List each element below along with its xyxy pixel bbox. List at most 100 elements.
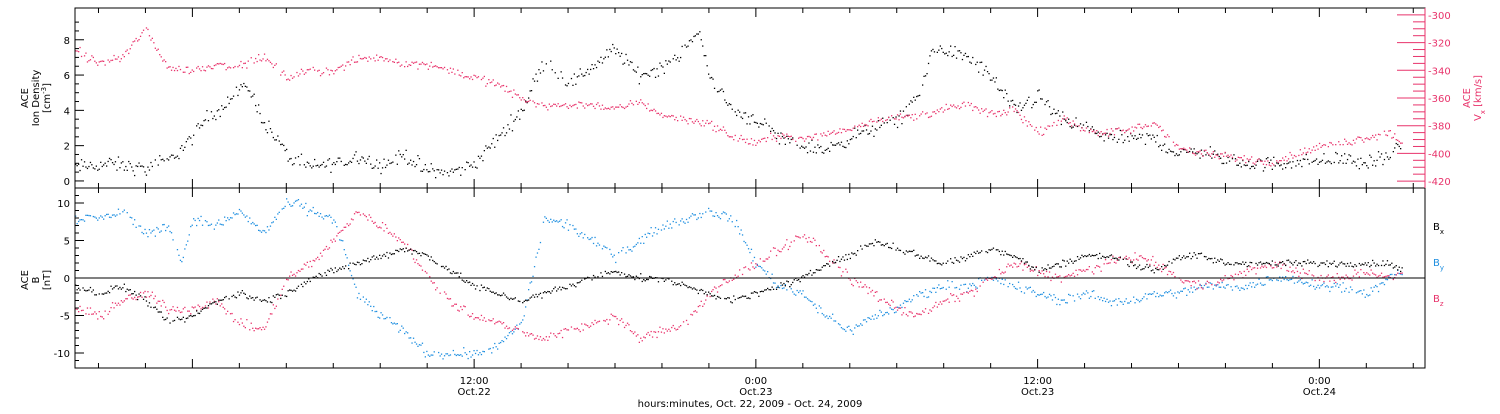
ion-density-point (868, 132, 871, 135)
by-point (1348, 291, 1350, 293)
bz-point (402, 241, 404, 243)
ion-density-point (1308, 163, 1310, 165)
vx-point (711, 120, 713, 123)
ion-density-point (286, 148, 288, 151)
vx-point (134, 40, 136, 42)
bz-point (814, 239, 816, 241)
ion-density-point (833, 144, 835, 146)
vx-point (176, 69, 179, 72)
bx-point (672, 284, 674, 286)
bx-point (256, 296, 258, 298)
bx-point (719, 297, 722, 299)
by-point (834, 320, 837, 322)
bx-point (95, 294, 97, 296)
bz-point (904, 307, 906, 309)
bx-point (1189, 252, 1191, 254)
ion-density-point (812, 151, 815, 153)
by-point (182, 256, 184, 259)
bz-point (944, 300, 946, 302)
bz-point (706, 295, 708, 297)
bx-point (216, 303, 218, 305)
bx-point (811, 274, 813, 276)
by-point (381, 314, 384, 316)
vx-point (927, 116, 930, 119)
by-point (795, 294, 797, 296)
bx-point (106, 292, 108, 294)
by-point (1211, 283, 1213, 285)
ion-density-point (1228, 160, 1231, 162)
by-point (1053, 294, 1055, 296)
bx-point (1147, 266, 1149, 269)
bz-point (480, 314, 483, 317)
ion-density-point (1314, 159, 1316, 162)
vx-point (123, 56, 125, 58)
ion-density-point (1041, 98, 1043, 100)
bx-point (1153, 272, 1155, 274)
ion-density-point (634, 70, 636, 72)
ion-density-point (1069, 125, 1071, 128)
bz-point (113, 307, 115, 309)
ion-density-point (789, 142, 791, 144)
bx-point (857, 250, 859, 252)
by-point (722, 211, 725, 213)
bx-point (405, 247, 407, 249)
bx-point (374, 258, 376, 260)
bz-point (857, 281, 859, 284)
vx-point (1218, 158, 1220, 160)
bz-point (883, 298, 885, 300)
vx-point (502, 84, 505, 87)
bx-point (218, 299, 220, 301)
bz-point (387, 232, 390, 234)
by-point (393, 322, 395, 324)
by-point (545, 217, 547, 219)
bz-point (355, 211, 357, 213)
bz-point (634, 331, 636, 333)
bx-point (1234, 262, 1237, 264)
bz-point (345, 226, 347, 228)
vx-point (941, 107, 943, 109)
vx-point (408, 64, 410, 66)
by-point (1236, 285, 1238, 287)
vx-point (1293, 154, 1296, 157)
ion-density-point (412, 160, 415, 163)
vx-point (753, 139, 756, 142)
bz-point (129, 294, 131, 296)
vx-point (405, 61, 407, 63)
ion-density-point (1364, 162, 1366, 164)
ion-density-point (182, 149, 184, 151)
vx-point (1034, 129, 1036, 131)
bx-point (132, 293, 134, 295)
by-point (609, 248, 611, 251)
bx-point (231, 295, 233, 298)
bz-point (575, 328, 577, 330)
by-point (349, 270, 351, 272)
vx-point (1128, 128, 1130, 130)
bz-point (1223, 279, 1225, 281)
by-point (758, 265, 760, 267)
by-point (442, 358, 444, 360)
bx-point (805, 273, 807, 276)
bx-point (762, 290, 764, 293)
by-point (981, 279, 983, 281)
bz-point (647, 331, 649, 334)
ion-density-point (502, 127, 505, 129)
ion-density-point (923, 75, 925, 77)
ion-density-point (817, 144, 819, 146)
vx-point (492, 79, 494, 81)
bx-point (348, 268, 350, 270)
bx-point (184, 321, 186, 323)
by-point (725, 213, 727, 215)
by-point (418, 344, 421, 346)
by-point (1079, 298, 1082, 300)
by-point (1264, 283, 1266, 286)
vx-point (1273, 164, 1275, 166)
vx-point (1230, 154, 1232, 156)
ion-density-point (334, 163, 336, 166)
ion-density-point (908, 103, 910, 105)
bx-point (514, 297, 516, 299)
vx-point (1332, 144, 1334, 146)
by-point (243, 214, 245, 216)
vx-point (951, 105, 953, 108)
bz-point (451, 305, 453, 307)
by-point (268, 229, 270, 231)
